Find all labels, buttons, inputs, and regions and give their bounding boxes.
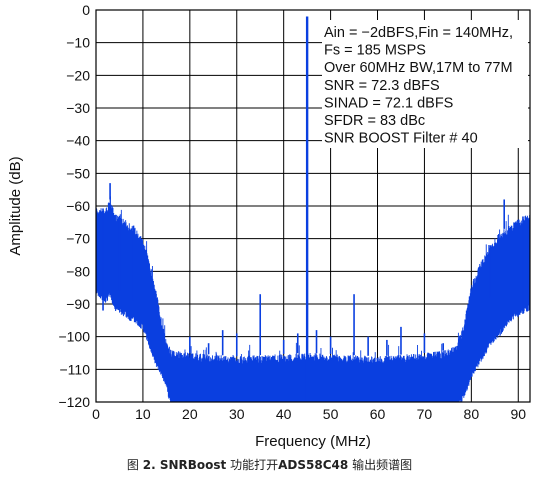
x-tick-label: 80	[464, 406, 480, 422]
y-tick-label: −10	[66, 35, 90, 51]
y-tick-label: −50	[66, 165, 90, 181]
y-tick-label: −110	[60, 361, 91, 377]
caption-figure-number: 2. SNRBoost	[142, 458, 227, 472]
y-tick-label: −70	[66, 231, 90, 247]
x-tick-label: 10	[135, 406, 151, 422]
y-tick-label: −100	[58, 329, 90, 345]
annotation-line: Ain = −2dBFS,Fin = 140MHz,	[324, 25, 513, 41]
caption-part-number: ADS58C48	[278, 458, 349, 472]
figure-caption: 图 2. SNRBoost 功能打开ADS58C48 输出频谱图	[0, 456, 539, 473]
annotation-line: SFDR = 83 dBc	[324, 113, 425, 129]
caption-text-middle: 功能打开	[230, 458, 279, 472]
annotation-line: Fs = 185 MSPS	[324, 43, 426, 59]
y-tick-label: −60	[66, 198, 90, 214]
x-axis-label: Frequency (MHz)	[255, 433, 371, 450]
y-tick-label: −120	[58, 394, 90, 410]
x-tick-label: 50	[323, 406, 339, 422]
y-axis-label: Amplitude (dB)	[7, 156, 24, 255]
x-tick-label: 70	[417, 406, 433, 422]
annotation-line: Over 60MHz BW,17M to 77M	[324, 60, 513, 76]
x-tick-label: 40	[276, 406, 292, 422]
y-tick-label: −90	[66, 296, 90, 312]
y-tick-label: −20	[66, 67, 90, 83]
x-tick-label: 60	[370, 406, 386, 422]
y-tick-label: −80	[66, 263, 90, 279]
caption-text-end: 输出频谱图	[352, 458, 413, 472]
spectrum-chart: 0 10 20 30 40 50 60 70 80 90 0 −10 −20 −30 −40 −50 −60 −…	[7, 2, 531, 450]
caption-figure-prefix: 图	[126, 458, 139, 472]
y-tick-label: 0	[82, 2, 90, 18]
annotation-line: SINAD = 72.1 dBFS	[324, 95, 453, 111]
x-tick-label: 0	[92, 406, 100, 422]
x-tick-label: 30	[229, 406, 245, 422]
annotation-box: Ain = −2dBFS,Fin = 140MHz, Fs = 185 MSPS…	[322, 20, 528, 148]
x-tick-label: 90	[510, 406, 526, 422]
annotation-line: SNR = 72.3 dBFS	[324, 78, 440, 94]
annotation-line: SNR BOOST Filter # 40	[324, 131, 478, 147]
y-tick-label: −40	[66, 133, 90, 149]
y-axis-ticks: 0 −10 −20 −30 −40 −50 −60 −70 −80 −90 −100 −110 −120	[58, 2, 90, 410]
x-tick-label: 20	[182, 406, 198, 422]
annotation-background	[322, 20, 528, 148]
plot-frame	[95, 9, 531, 403]
y-tick-label: −30	[66, 100, 90, 116]
x-axis-ticks: 0 10 20 30 40 50 60 70 80 90	[92, 406, 526, 422]
